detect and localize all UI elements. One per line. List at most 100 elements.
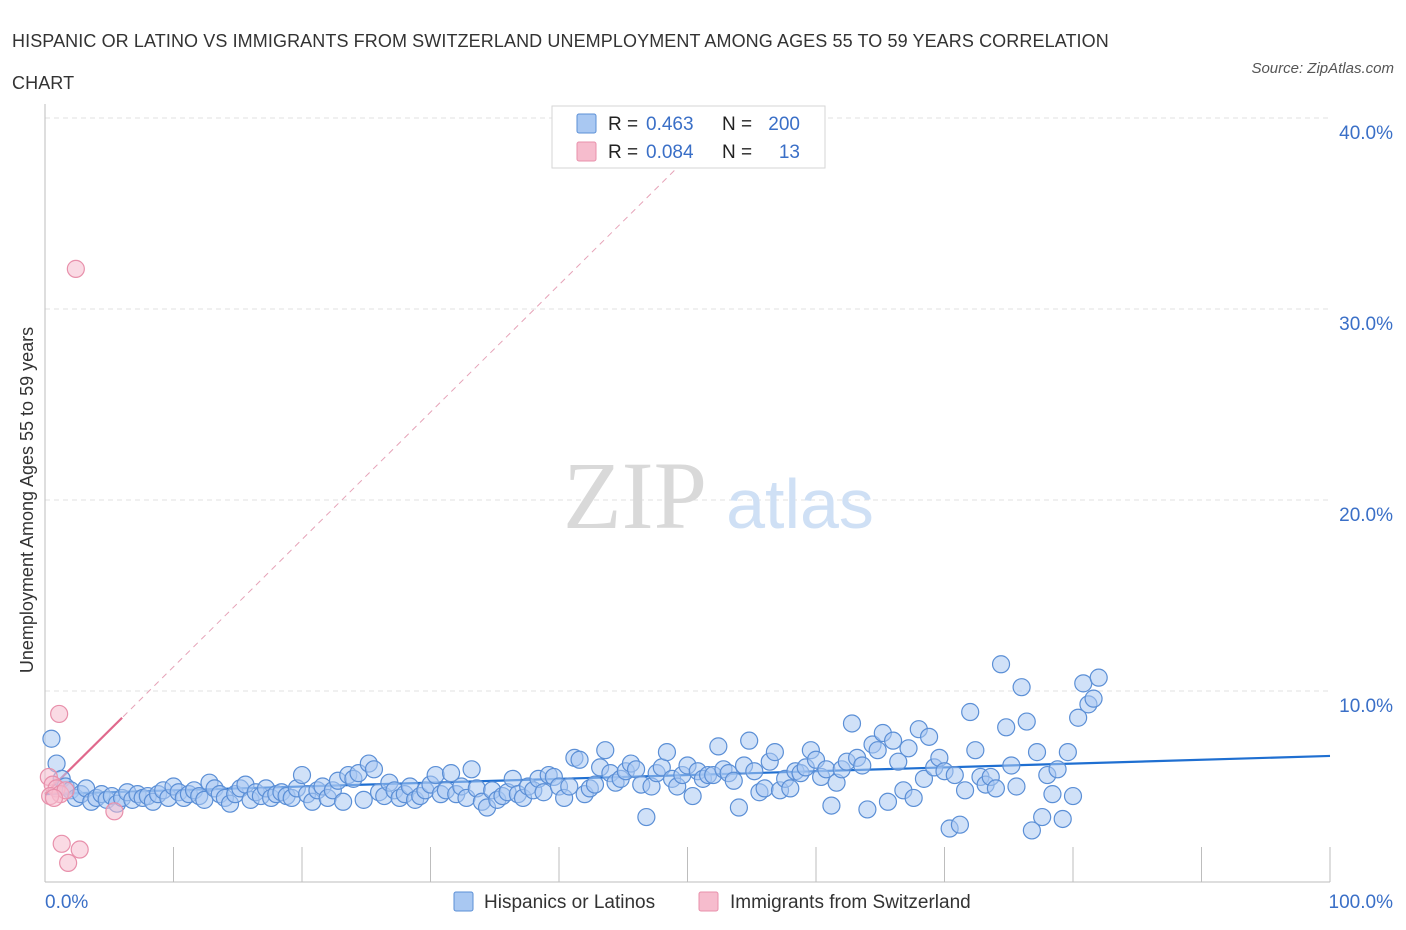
axes — [44, 104, 1331, 883]
y-tick-label-1: 20.0% — [1339, 505, 1393, 526]
point-hispanics-180 — [966, 741, 985, 760]
point-hispanics-195 — [1043, 785, 1062, 804]
point-hispanics-49 — [292, 765, 312, 785]
point-hispanics-152 — [822, 796, 841, 815]
point-hispanics-200 — [1069, 708, 1088, 727]
point-hispanics-136 — [740, 731, 759, 750]
stats-n-value-2: 13 — [779, 142, 800, 163]
point-immigrants-0 — [66, 259, 85, 278]
point-hispanics-144 — [781, 779, 800, 798]
point-hispanics-165 — [889, 752, 908, 771]
point-hispanics-167 — [899, 739, 918, 758]
point-hispanics-114 — [626, 760, 646, 779]
point-hispanics-193 — [1033, 807, 1052, 827]
x-tick-label-0: 0.0% — [45, 892, 88, 913]
point-hispanics-186 — [997, 718, 1016, 737]
point-hispanics-116 — [637, 807, 656, 827]
stats-n-label-1: N = — [722, 114, 752, 135]
point-hispanics-177 — [950, 815, 970, 834]
chart-source: Source: ZipAtlas.com — [1251, 60, 1394, 77]
stats-swatch-pink — [576, 141, 597, 162]
axis-labels: 10.0% 20.0% 30.0% 40.0% 0.0% 100.0% Unemployme… — [17, 123, 1393, 913]
point-hispanics-133 — [724, 771, 743, 790]
point-immigrants-10 — [52, 834, 71, 853]
point-hispanics-176 — [945, 765, 964, 785]
point-hispanics-90 — [503, 769, 522, 788]
stats-legend-frame — [551, 105, 826, 169]
point-hispanics-101 — [560, 777, 579, 796]
point-hispanics-159 — [858, 800, 877, 819]
point-hispanics-188 — [1007, 777, 1026, 796]
watermark-atlas: atlas — [726, 465, 874, 543]
point-hispanics-63 — [364, 760, 384, 779]
point-hispanics-189 — [1012, 678, 1031, 697]
y-tick-label-0: 10.0% — [1339, 696, 1393, 717]
point-hispanics-201 — [1074, 674, 1093, 693]
point-hispanics-198 — [1058, 743, 1077, 762]
stats-n-value-1: 200 — [768, 114, 800, 135]
point-immigrants-11 — [70, 840, 89, 859]
point-hispanics-134 — [729, 798, 749, 817]
point-hispanics-184 — [986, 779, 1006, 798]
point-hispanics-103 — [570, 750, 589, 769]
point-immigrants-8 — [44, 788, 64, 808]
point-hispanics-170 — [914, 769, 934, 788]
point-hispanics-57 — [334, 792, 353, 811]
legend-swatch-hispanics — [453, 891, 474, 912]
data-points — [39, 259, 1108, 873]
point-hispanics-161 — [868, 741, 887, 760]
stats-r-label-1: R = — [608, 114, 638, 135]
y-tick-label-3: 40.0% — [1339, 123, 1393, 144]
point-hispanics-108 — [596, 741, 615, 760]
point-hispanics-168 — [904, 788, 923, 808]
point-hispanics-106 — [585, 775, 605, 794]
stats-n-label-2: N = — [722, 142, 752, 163]
point-hispanics-171 — [919, 727, 939, 746]
point-hispanics-203 — [1084, 689, 1103, 708]
point-hispanics-82 — [462, 760, 481, 779]
point-hispanics-163 — [878, 792, 898, 811]
point-immigrants-9 — [105, 802, 124, 821]
stats-swatch-blue — [576, 113, 597, 134]
stats-r-value-1: 0.463 — [646, 114, 694, 135]
stats-legend: R = 0.463 N = 200 R = 0.084 N = 13 — [551, 105, 826, 169]
y-tick-label-2: 30.0% — [1339, 314, 1393, 335]
grid — [45, 117, 1330, 692]
legend-label-immigrants: Immigrants from Switzerland — [730, 892, 971, 913]
watermark-zip: ZIP — [563, 442, 707, 549]
point-immigrants-12 — [59, 853, 78, 873]
legend-label-hispanics: Hispanics or Latinos — [484, 892, 655, 913]
point-hispanics-190 — [1017, 712, 1036, 731]
point-hispanics-125 — [683, 786, 702, 806]
point-hispanics-196 — [1048, 760, 1067, 779]
point-hispanics-164 — [883, 731, 903, 750]
series-legend: Hispanics or Latinos Immigrants from Swi… — [453, 891, 971, 913]
point-hispanics-178 — [955, 781, 975, 800]
point-hispanics-0 — [42, 729, 61, 748]
point-hispanics-61 — [354, 790, 373, 809]
point-hispanics-192 — [1027, 743, 1047, 762]
point-hispanics-96 — [534, 783, 553, 802]
point-hispanics-204 — [1089, 668, 1108, 687]
stats-r-label-2: R = — [608, 142, 638, 163]
point-hispanics-130 — [709, 737, 728, 756]
chart-title: HISPANIC OR LATINO VS IMMIGRANTS FROM SW… — [12, 31, 1109, 93]
x-tick-label-1: 100.0% — [1329, 892, 1394, 913]
point-hispanics-179 — [961, 702, 980, 722]
point-hispanics-191 — [1022, 821, 1041, 840]
point-hispanics-75 — [426, 765, 445, 785]
point-hispanics-78 — [441, 764, 461, 783]
point-hispanics-187 — [1002, 756, 1021, 775]
point-hispanics-199 — [1063, 786, 1083, 806]
stats-r-value-2: 0.084 — [646, 142, 694, 163]
legend-swatch-immigrants — [698, 891, 719, 912]
point-hispanics-185 — [991, 655, 1011, 674]
point-hispanics-139 — [755, 779, 774, 798]
point-hispanics-158 — [853, 756, 872, 775]
point-hispanics-120 — [657, 743, 677, 762]
point-hispanics-197 — [1053, 809, 1072, 829]
point-immigrants-1 — [50, 704, 69, 724]
y-axis-title: Unemployment Among Ages 55 to 59 years — [17, 327, 37, 673]
